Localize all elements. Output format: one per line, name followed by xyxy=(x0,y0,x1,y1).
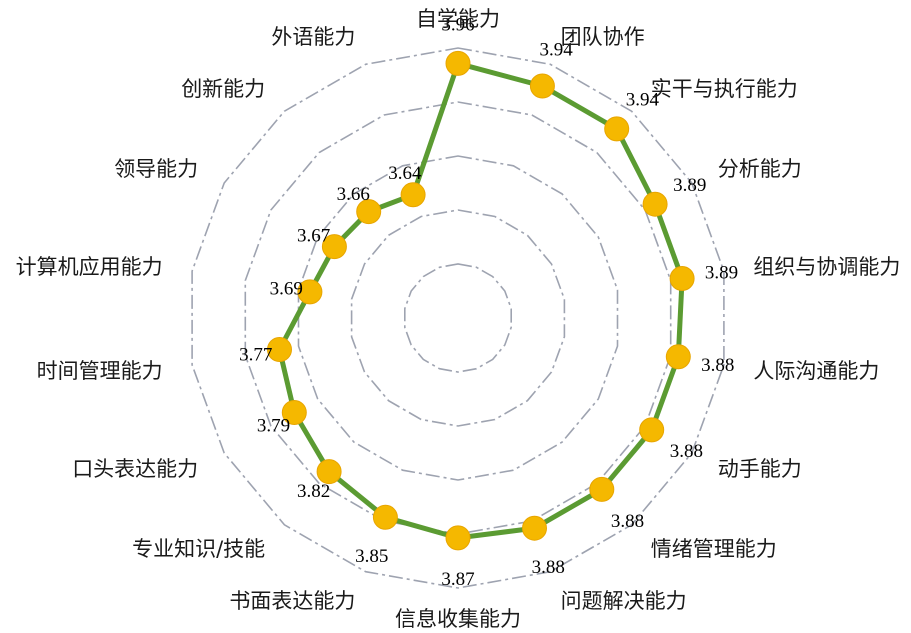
category-label-5: 人际沟通能力 xyxy=(753,359,879,383)
category-label-1: 团队协作 xyxy=(561,25,645,49)
data-point-5 xyxy=(665,344,691,370)
data-point-14 xyxy=(297,279,323,305)
category-label-9: 信息收集能力 xyxy=(395,607,521,631)
radar-markers xyxy=(267,50,695,551)
data-point-0 xyxy=(445,50,471,76)
value-label-1: 3.94 xyxy=(539,39,573,60)
data-point-1 xyxy=(529,73,555,99)
category-label-13: 时间管理能力 xyxy=(37,359,163,383)
data-point-2 xyxy=(604,116,630,142)
value-label-10: 3.85 xyxy=(355,546,388,567)
value-label-15: 3.67 xyxy=(297,226,330,247)
value-label-16: 3.66 xyxy=(337,184,370,205)
data-point-12 xyxy=(281,400,307,425)
value-label-12: 3.79 xyxy=(257,416,290,437)
category-label-17: 外语能力 xyxy=(271,25,355,49)
category-label-8: 问题解决能力 xyxy=(561,589,687,613)
category-label-6: 动手能力 xyxy=(718,457,802,481)
category-label-12: 口头表达能力 xyxy=(72,457,198,481)
category-label-3: 分析能力 xyxy=(718,157,802,181)
value-label-8: 3.88 xyxy=(532,557,565,578)
category-label-7: 情绪管理能力 xyxy=(651,537,777,561)
value-label-0: 3.96 xyxy=(441,14,474,35)
grid-ring-4 xyxy=(244,101,672,535)
data-point-3 xyxy=(642,191,668,217)
value-label-2: 3.94 xyxy=(626,89,660,110)
category-label-2: 实干与执行能力 xyxy=(651,77,798,101)
grid-ring-1 xyxy=(403,263,513,373)
category-label-16: 创新能力 xyxy=(181,77,265,101)
category-label-0: 自学能力 xyxy=(416,7,500,31)
data-point-9 xyxy=(445,525,471,551)
grid-ring-2 xyxy=(350,209,566,427)
value-label-17: 3.64 xyxy=(388,163,422,184)
value-label-5: 3.88 xyxy=(701,355,734,376)
data-point-13 xyxy=(267,337,292,362)
value-label-7: 3.88 xyxy=(611,511,644,532)
category-label-10: 书面表达能力 xyxy=(229,589,355,613)
data-point-16 xyxy=(356,199,382,225)
data-point-11 xyxy=(316,459,342,485)
value-labels: 3.96 3.94 3.94 3.89 3.89 3.88 3.88 3.88 3.88 3.87… xyxy=(239,14,738,590)
data-point-4 xyxy=(669,266,695,291)
value-label-13: 3.77 xyxy=(239,345,272,366)
category-label-4: 组织与协调能力 xyxy=(753,255,900,279)
grid-ring-5 xyxy=(191,47,725,589)
data-point-10 xyxy=(372,504,398,530)
radar-grid xyxy=(191,47,725,589)
category-label-14: 计算机应用能力 xyxy=(16,255,163,279)
value-label-9: 3.87 xyxy=(441,569,474,590)
category-label-11: 专业知识/技能 xyxy=(132,537,265,561)
category-label-15: 领导能力 xyxy=(114,157,198,181)
value-label-6: 3.88 xyxy=(670,441,703,462)
value-label-14: 3.69 xyxy=(270,279,303,300)
data-point-15 xyxy=(321,234,347,260)
value-label-11: 3.82 xyxy=(297,481,330,502)
grid-ring-3 xyxy=(297,155,619,481)
data-point-6 xyxy=(639,417,665,443)
data-point-7 xyxy=(589,476,615,502)
data-point-17 xyxy=(400,182,426,208)
data-point-8 xyxy=(522,515,547,541)
category-labels: 自学能力团队协作实干与执行能力分析能力组织与协调能力人际沟通能力动手能力情绪管理… xyxy=(16,7,901,631)
value-label-3: 3.89 xyxy=(673,175,706,196)
value-label-4: 3.89 xyxy=(705,263,738,284)
